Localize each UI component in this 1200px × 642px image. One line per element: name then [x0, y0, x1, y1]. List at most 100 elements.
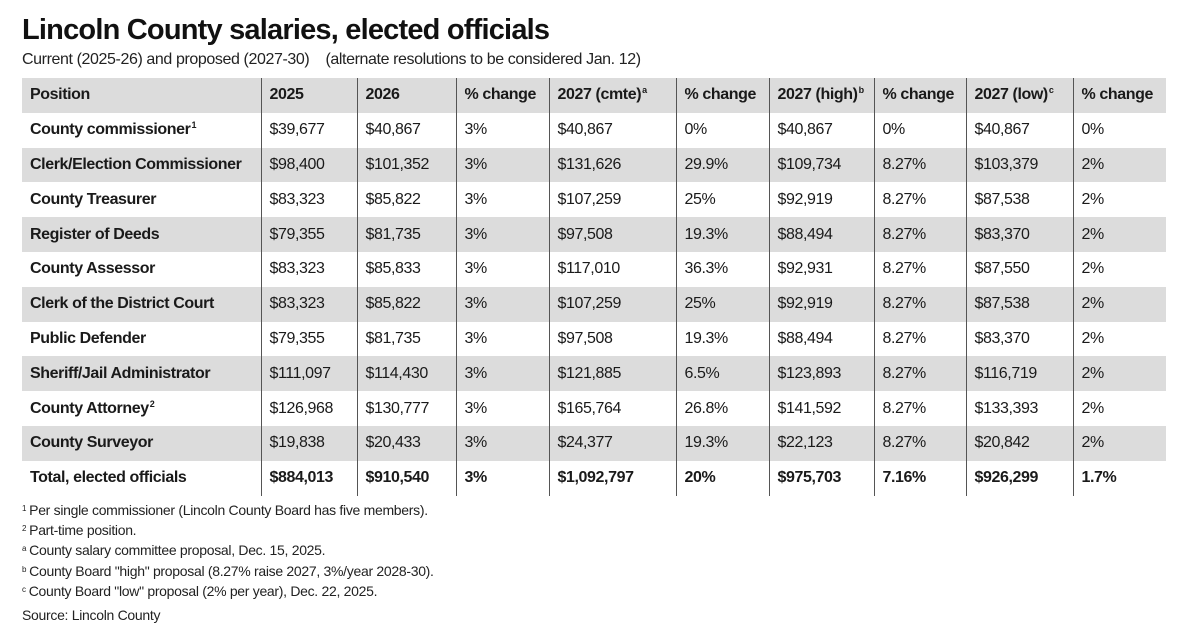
value-cell: 3% — [455, 321, 549, 357]
column-header-label: 2027 (low) — [974, 86, 1049, 104]
column-header-label: % change — [1081, 86, 1154, 104]
value-cell: $97,508 — [548, 217, 676, 252]
position-name: Sheriff/Jail Administrator — [30, 364, 211, 382]
value-cell: $81,735 — [356, 217, 456, 252]
total-value-cell: $926,299 — [965, 460, 1073, 496]
value-cell: 3% — [455, 112, 549, 148]
table-row: County Surveyor $19,838 $20,433 3% $24,377 19… — [22, 425, 1166, 461]
table-row: Clerk of the District Court $83,323 $85,82… — [22, 286, 1166, 322]
value-cell: $40,867 — [768, 112, 874, 148]
page-title: Lincoln County salaries, elected officia… — [22, 14, 550, 46]
value-cell: $20,433 — [356, 425, 456, 461]
footnote-text: County salary committee proposal, Dec. 1… — [29, 542, 326, 559]
position-cell: Sheriff/Jail Administrator — [22, 356, 261, 392]
value-cell: $131,626 — [548, 147, 676, 183]
value-cell: $85,833 — [356, 251, 456, 287]
position-cell: County Surveyor — [22, 425, 261, 461]
value-cell: $109,734 — [768, 147, 874, 183]
table-row: Register of Deeds $79,355 $81,735 3% $97,508… — [22, 217, 1166, 252]
column-header: Position — [22, 78, 261, 113]
value-cell: $83,370 — [965, 217, 1073, 252]
position-name: County Attorney — [30, 399, 149, 417]
value-cell: 8.27% — [873, 356, 966, 392]
value-cell: 19.3% — [675, 321, 769, 357]
subtitle: Current (2025-26) and proposed (2027-30)… — [22, 51, 641, 68]
value-cell: 3% — [455, 182, 549, 218]
value-cell: 0% — [873, 112, 966, 148]
value-cell: $85,822 — [356, 182, 456, 218]
table-row: Public Defender $79,355 $81,735 3% $97,508 19… — [22, 321, 1166, 357]
column-header: 2027 (high)b — [768, 78, 874, 113]
position-cell: Register of Deeds — [22, 217, 261, 252]
value-cell: 2% — [1072, 251, 1166, 287]
footnote: b County Board "high" proposal (8.27% rai… — [22, 561, 434, 581]
value-cell: $116,719 — [965, 356, 1073, 392]
table-row: County Attorney2 $126,968 $130,777 3% $165,7… — [22, 391, 1166, 426]
position-cell: County Treasurer — [22, 182, 261, 217]
footnote-text: County Board "high" proposal (8.27% rais… — [29, 562, 434, 579]
value-cell: 8.27% — [873, 321, 966, 357]
footnote-mark: 2 — [149, 398, 155, 409]
position-name: County Treasurer — [30, 190, 157, 208]
position-name: Public Defender — [30, 329, 146, 347]
footnotes: 1 Per single commissioner (Lincoln County… — [22, 500, 434, 601]
position-name: County Assessor — [30, 260, 156, 278]
value-cell: 8.27% — [873, 286, 966, 322]
total-row: Total, elected officials $884,013 $910,540… — [22, 460, 1166, 496]
column-header-label: 2025 — [269, 86, 304, 104]
footnote-mark: 1 — [22, 504, 27, 513]
value-cell: $40,867 — [965, 112, 1073, 148]
column-header: % change — [455, 78, 549, 113]
column-header-label: % change — [684, 86, 757, 104]
table-row: County Treasurer $83,323 $85,822 3% $107,259… — [22, 182, 1166, 218]
value-cell: $39,677 — [260, 112, 357, 148]
total-value-cell: $1,092,797 — [548, 460, 676, 496]
value-cell: $92,931 — [768, 251, 874, 287]
value-cell: $133,393 — [965, 391, 1073, 426]
value-cell: 2% — [1072, 425, 1166, 461]
column-header-label: % change — [882, 86, 955, 104]
column-header-label: 2027 (cmte) — [557, 86, 642, 104]
footnote-mark: b — [858, 85, 865, 96]
footnote-mark: c — [22, 584, 26, 594]
value-cell: $103,379 — [965, 147, 1073, 183]
value-cell: $107,259 — [548, 182, 676, 218]
value-cell: $123,893 — [768, 356, 874, 392]
value-cell: 3% — [455, 147, 549, 183]
total-value-cell: 7.16% — [873, 460, 966, 496]
value-cell: 3% — [455, 286, 549, 322]
value-cell: $92,919 — [768, 182, 874, 218]
position-cell: County Assessor — [22, 252, 261, 287]
value-cell: 26.8% — [675, 391, 769, 426]
value-cell: $98,400 — [260, 147, 357, 183]
footnote-text: Per single commissioner (Lincoln County … — [29, 502, 428, 518]
value-cell: $83,323 — [260, 286, 357, 322]
value-cell: 8.27% — [873, 425, 966, 461]
value-cell: 3% — [455, 217, 549, 252]
value-cell: 3% — [455, 356, 549, 392]
column-header: % change — [873, 78, 966, 113]
value-cell: $97,508 — [548, 321, 676, 357]
value-cell: $92,919 — [768, 286, 874, 322]
column-header-label: % change — [464, 86, 537, 104]
column-header-label: 2026 — [365, 86, 400, 104]
value-cell: 8.27% — [873, 251, 966, 287]
table-row: Sheriff/Jail Administrator $111,097 $114,4… — [22, 356, 1166, 392]
footnote-text: Part-time position. — [29, 522, 137, 539]
footnote-mark: b — [22, 564, 27, 574]
column-header-label: 2027 (high) — [777, 86, 858, 104]
value-cell: $83,323 — [260, 182, 357, 218]
column-header-label: Position — [30, 86, 90, 104]
position-cell: Clerk of the District Court — [22, 286, 261, 322]
value-cell: $87,538 — [965, 182, 1073, 218]
footnote: a County salary committee proposal, Dec. … — [22, 540, 434, 560]
position-cell: County commissioner1 — [22, 113, 261, 148]
value-cell: 0% — [1072, 112, 1166, 148]
total-value-cell: $884,013 — [260, 460, 357, 496]
value-cell: 2% — [1072, 356, 1166, 392]
footnote-mark: 2 — [22, 524, 27, 534]
value-cell: $141,592 — [768, 391, 874, 426]
total-value-cell: $910,540 — [356, 460, 456, 496]
table-row: County commissioner1 $39,677 $40,867 3% $40,… — [22, 112, 1166, 148]
value-cell: $81,735 — [356, 321, 456, 357]
